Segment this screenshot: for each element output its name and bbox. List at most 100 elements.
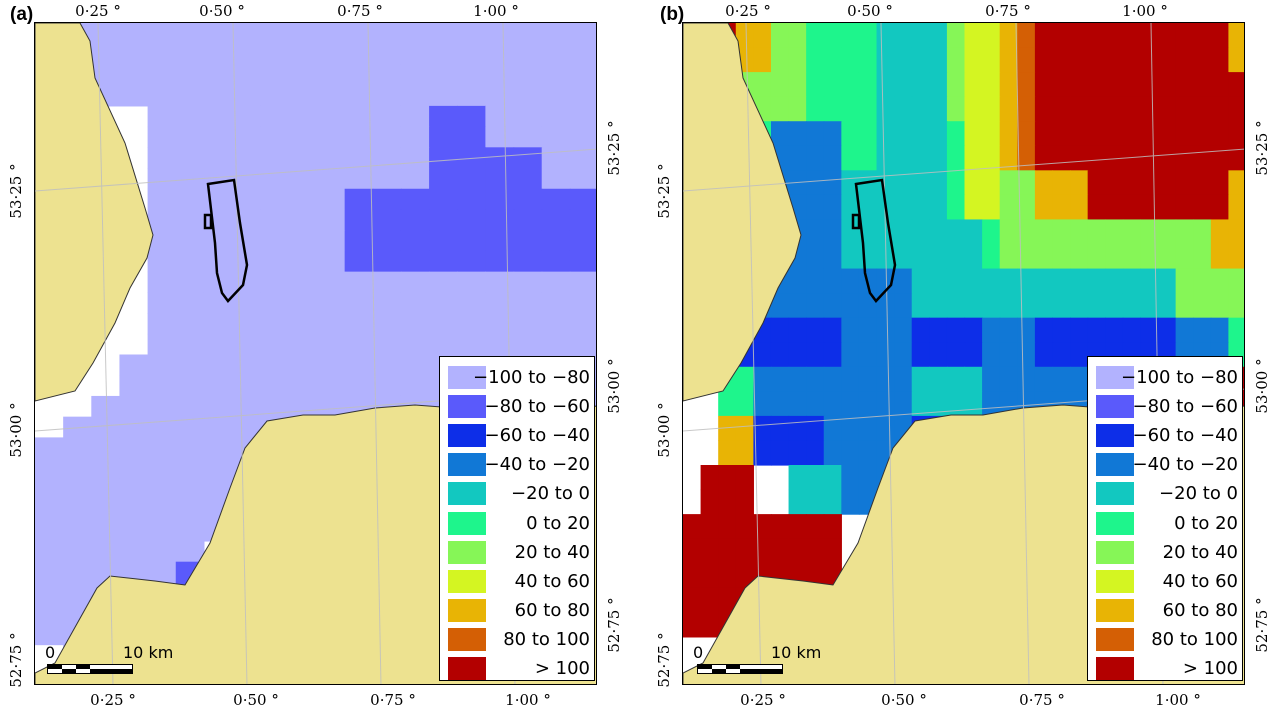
grid-cell — [1158, 318, 1176, 343]
grid-cell — [148, 541, 177, 562]
grid-cell — [841, 269, 859, 294]
grid-cell — [542, 230, 571, 251]
grid-cell — [260, 251, 289, 272]
grid-cell — [912, 23, 930, 48]
grid-cell — [1193, 269, 1211, 294]
grid-cell — [542, 272, 571, 293]
grid-cell — [317, 375, 346, 396]
grid-cell — [1228, 23, 1245, 48]
grid-cell — [176, 375, 205, 396]
grid-cell — [947, 219, 965, 244]
grid-cell — [542, 209, 571, 230]
grid-cell — [982, 195, 1000, 220]
lat-tick-left: 53·00 ° — [655, 402, 673, 457]
grid-cell — [176, 230, 205, 251]
grid-cell — [148, 355, 177, 376]
grid-cell — [1193, 97, 1211, 122]
grid-cell — [982, 318, 1000, 343]
grid-cell — [1158, 219, 1176, 244]
grid-cell — [841, 416, 859, 441]
grid-cell — [1123, 318, 1141, 343]
grid-cell — [877, 121, 895, 146]
grid-cell — [204, 147, 233, 168]
grid-cell — [929, 97, 947, 122]
grid-cell — [947, 318, 965, 343]
grid-cell — [232, 272, 261, 293]
grid-cell — [1000, 244, 1018, 269]
map-panel-b[interactable]: −100 to −80 −80 to −60 −60 to −40 −40 to −2… — [682, 22, 1245, 685]
grid-cell — [514, 106, 543, 127]
grid-cell — [232, 127, 261, 148]
grid-cell — [570, 272, 597, 293]
grid-cell — [401, 334, 430, 355]
grid-cell — [947, 170, 965, 195]
grid-cell — [806, 97, 824, 122]
grid-cell — [1193, 72, 1211, 97]
grid-cell — [824, 72, 842, 97]
grid-cell — [288, 106, 317, 127]
grid-cell — [288, 147, 317, 168]
grid-cell — [1211, 195, 1229, 220]
grid-cell — [204, 230, 233, 251]
grid-cell — [1035, 146, 1053, 171]
grid-cell — [288, 85, 317, 106]
grid-cell — [1000, 48, 1018, 73]
grid-cell — [947, 293, 965, 318]
grid-cell — [789, 269, 807, 294]
grid-cell — [63, 500, 92, 521]
grid-cell — [373, 189, 402, 210]
grid-cell — [401, 64, 430, 85]
grid-cell — [789, 23, 807, 48]
grid-cell — [947, 72, 965, 97]
grid-cell — [485, 292, 514, 313]
grid-cell — [1158, 48, 1176, 73]
grid-cell — [176, 209, 205, 230]
grid-cell — [1035, 195, 1053, 220]
grid-cell — [542, 106, 571, 127]
grid-cell — [1070, 318, 1088, 343]
grid-cell — [542, 251, 571, 272]
map-panel-a[interactable]: −100 to −80 −80 to −60 −60 to −40 −40 to −2… — [34, 22, 597, 685]
lat-tick-left: 53·25 ° — [7, 163, 25, 218]
grid-cell — [965, 195, 983, 220]
grid-cell — [824, 146, 842, 171]
grid-cell — [841, 440, 859, 465]
legend-item: > 100 — [1096, 654, 1240, 683]
grid-cell — [91, 417, 120, 438]
grid-cell — [1176, 244, 1194, 269]
grid-cell — [570, 127, 597, 148]
grid-cell — [841, 146, 859, 171]
legend-item: 40 to 60 — [448, 567, 592, 596]
grid-cell — [204, 44, 233, 65]
grid-cell — [288, 23, 317, 44]
legend-item: 0 to 20 — [448, 509, 592, 538]
grid-cell — [176, 396, 205, 417]
grid-cell — [947, 195, 965, 220]
grid-cell — [1105, 97, 1123, 122]
grid-cell — [401, 251, 430, 272]
grid-cell — [457, 23, 486, 44]
grid-cell — [789, 121, 807, 146]
grid-cell — [148, 44, 177, 65]
grid-cell — [119, 458, 148, 479]
lon-tick-top: 0·25 ° — [75, 2, 121, 20]
grid-cell — [514, 334, 543, 355]
grid-cell — [1123, 72, 1141, 97]
grid-cell — [841, 367, 859, 392]
grid-cell — [806, 146, 824, 171]
grid-cell — [753, 416, 771, 441]
grid-cell — [232, 106, 261, 127]
grid-cell — [1052, 121, 1070, 146]
grid-cell — [859, 416, 877, 441]
grid-cell — [701, 514, 719, 539]
grid-cell — [457, 44, 486, 65]
grid-cell — [771, 416, 789, 441]
grid-cell — [824, 367, 842, 392]
grid-cell — [1140, 72, 1158, 97]
grid-cell — [1088, 23, 1106, 48]
grid-cell — [1017, 367, 1035, 392]
grid-cell — [485, 251, 514, 272]
grid-cell — [35, 582, 64, 603]
grid-cell — [1140, 97, 1158, 122]
legend-label: −80 to −60 — [1133, 396, 1239, 417]
